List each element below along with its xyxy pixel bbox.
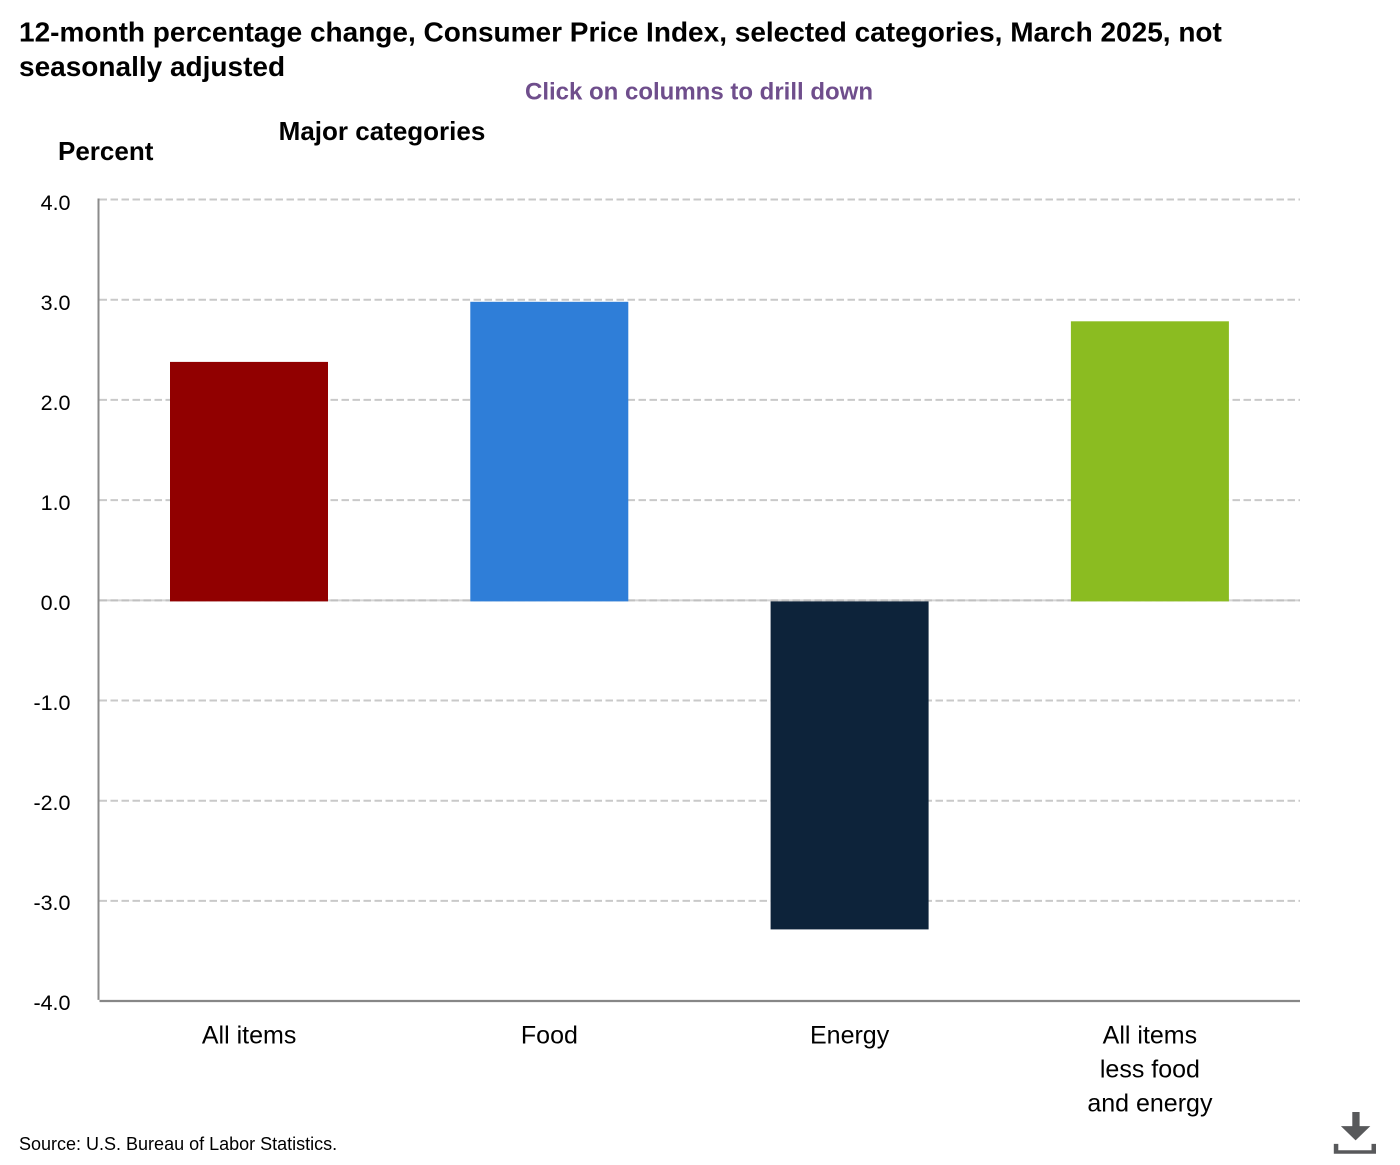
svg-text:Click on columns to drill down: Click on columns to drill down xyxy=(525,79,873,106)
svg-text:-2.0: -2.0 xyxy=(33,791,70,815)
svg-text:less food: less food xyxy=(1100,1056,1200,1084)
svg-text:12-month percentage change, Co: 12-month percentage change, Consumer Pri… xyxy=(19,17,1222,48)
svg-text:Percent: Percent xyxy=(58,136,154,166)
svg-text:Major categories: Major categories xyxy=(279,116,486,146)
svg-text:0.0: 0.0 xyxy=(41,591,71,615)
svg-text:2.0: 2.0 xyxy=(41,391,71,415)
svg-text:All items: All items xyxy=(202,1022,296,1050)
svg-text:Source: U.S. Bureau of Labor S: Source: U.S. Bureau of Labor Statistics. xyxy=(19,1134,337,1154)
svg-text:and energy: and energy xyxy=(1087,1089,1213,1117)
svg-text:Energy: Energy xyxy=(810,1022,890,1050)
svg-text:seasonally adjusted: seasonally adjusted xyxy=(19,51,285,82)
svg-text:-3.0: -3.0 xyxy=(33,891,70,915)
svg-text:3.0: 3.0 xyxy=(41,291,71,315)
svg-text:1.0: 1.0 xyxy=(41,491,71,515)
svg-text:4.0: 4.0 xyxy=(41,191,71,215)
svg-text:-4.0: -4.0 xyxy=(33,991,70,1015)
svg-text:Food: Food xyxy=(521,1022,578,1050)
svg-text:-1.0: -1.0 xyxy=(33,691,70,715)
svg-text:All items: All items xyxy=(1103,1022,1197,1050)
